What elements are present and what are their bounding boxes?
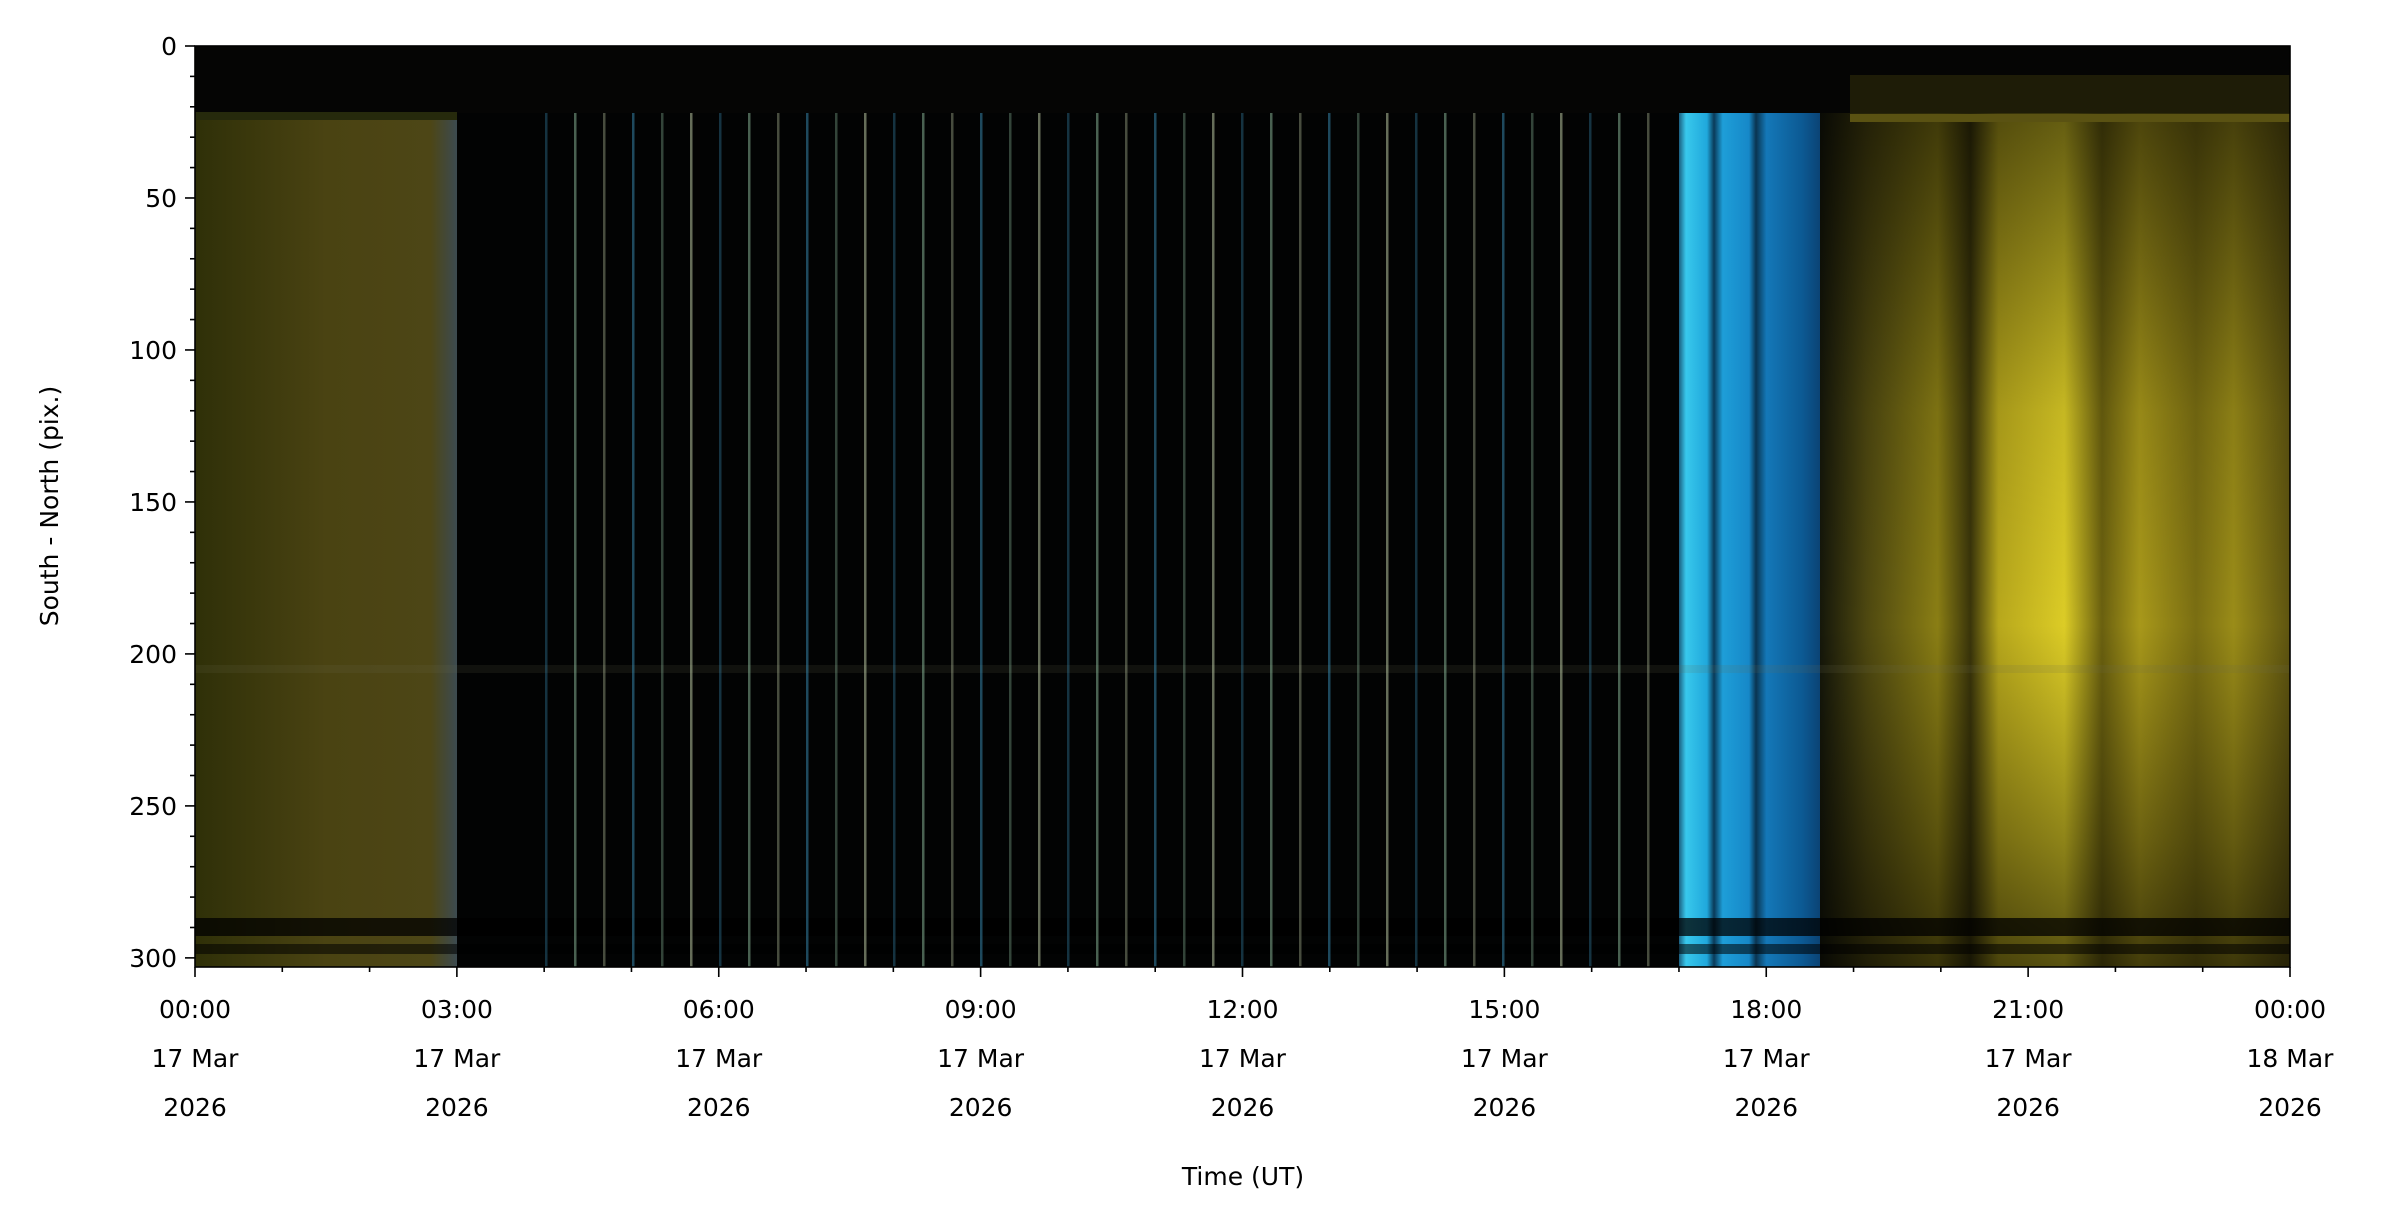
image-streak: [777, 113, 780, 967]
image-streak: [1009, 113, 1012, 967]
y-tick-label: 50: [145, 184, 177, 213]
x-tick-label-line: 17 Mar: [413, 1044, 501, 1073]
x-tick-label-line: 00:00: [2254, 995, 2326, 1024]
x-tick-label-line: 2026: [1996, 1093, 2060, 1122]
image-streak: [1125, 113, 1128, 967]
image-streak: [806, 113, 809, 967]
x-tick-label: 00:00 17 Mar 2026: [152, 995, 240, 1122]
image-streak: [545, 113, 548, 967]
image-streak: [1270, 113, 1273, 967]
x-tick-label-line: 2026: [163, 1093, 227, 1122]
x-tick-label-line: 18:00: [1730, 995, 1802, 1024]
image-streak: [748, 113, 751, 967]
y-tick-label: 150: [129, 488, 177, 517]
x-tick-label-line: 2026: [687, 1093, 751, 1122]
x-tick-label-line: 2026: [2258, 1093, 2322, 1122]
x-tick-label: 06:00 17 Mar 2026: [675, 995, 763, 1122]
x-tick-label-line: 17 Mar: [1199, 1044, 1287, 1073]
x-tick-label-line: 2026: [1734, 1093, 1798, 1122]
x-tick-label-line: 18 Mar: [2247, 1044, 2335, 1073]
x-tick-label-line: 2026: [1473, 1093, 1537, 1122]
image-streak: [1473, 113, 1476, 967]
x-tick-label-line: 2026: [949, 1093, 1013, 1122]
image-streak: [603, 113, 606, 967]
y-tick-label: 0: [161, 32, 177, 61]
image-streak: [1328, 113, 1331, 967]
image-streak: [922, 113, 925, 967]
x-tick-label-line: 17 Mar: [1985, 1044, 2073, 1073]
image-streak: [1183, 113, 1186, 967]
x-tick-label: 09:00 17 Mar 2026: [937, 995, 1025, 1122]
image-streak: [835, 113, 838, 967]
image-streak: [574, 113, 577, 967]
x-tick-label-line: 17 Mar: [152, 1044, 240, 1073]
x-tick-label-line: 17 Mar: [675, 1044, 763, 1073]
image-streak: [719, 113, 722, 967]
y-tick-label: 200: [129, 640, 177, 669]
image-streak: [1299, 113, 1302, 967]
x-tick-label-line: 12:00: [1206, 995, 1278, 1024]
image-streak: [1502, 113, 1505, 967]
image-streak: [1415, 113, 1418, 967]
y-tick-label: 100: [129, 336, 177, 365]
x-tick-label-line: 00:00: [159, 995, 231, 1024]
x-tick-label-line: 17 Mar: [1461, 1044, 1549, 1073]
x-tick-label-line: 03:00: [421, 995, 493, 1024]
image-streak: [1560, 113, 1563, 967]
x-tick-label-line: 2026: [1211, 1093, 1275, 1122]
y-tick-label: 250: [129, 792, 177, 821]
image-streak: [1067, 113, 1070, 967]
image-streak: [1241, 113, 1244, 967]
x-tick-label-line: 21:00: [1992, 995, 2064, 1024]
image-streak: [1618, 113, 1621, 967]
x-tick-label-line: 06:00: [683, 995, 755, 1024]
x-tick-label: 03:00 17 Mar 2026: [413, 995, 501, 1122]
x-axis-label: Time (UT): [1181, 1162, 1304, 1191]
image-streak: [1386, 113, 1389, 967]
x-tick-label: 00:00 18 Mar 2026: [2247, 995, 2335, 1122]
image-streak: [980, 113, 983, 967]
image-streak: [1096, 113, 1099, 967]
image-streak: [1154, 113, 1157, 967]
image-streak: [951, 113, 954, 967]
image-streak: [1444, 113, 1447, 967]
keogram-image: [195, 46, 2290, 967]
image-streak: [893, 113, 896, 967]
x-tick-label: 15:00 17 Mar 2026: [1461, 995, 1549, 1122]
y-axis-label: South - North (pix.): [35, 386, 64, 627]
image-streak: [661, 113, 664, 967]
image-streak: [1589, 113, 1592, 967]
x-tick-label-line: 17 Mar: [937, 1044, 1025, 1073]
image-streak: [632, 113, 635, 967]
image-streak: [1038, 113, 1041, 967]
image-streak: [1212, 113, 1215, 967]
x-tick-label-line: 2026: [425, 1093, 489, 1122]
image-streak: [1647, 113, 1650, 967]
x-tick-label: 18:00 17 Mar 2026: [1723, 995, 1811, 1122]
x-tick-label-line: 09:00: [945, 995, 1017, 1024]
x-tick-label: 21:00 17 Mar 2026: [1985, 995, 2073, 1122]
x-tick-label-line: 17 Mar: [1723, 1044, 1811, 1073]
x-tick-label: 12:00 17 Mar 2026: [1199, 995, 1287, 1122]
image-streak: [864, 113, 867, 967]
x-tick-label-line: 15:00: [1468, 995, 1540, 1024]
plot-frame: [194, 45, 2291, 968]
image-streak: [1357, 113, 1360, 967]
image-streak: [690, 113, 693, 967]
y-tick-label: 300: [129, 944, 177, 973]
image-streak: [1531, 113, 1534, 967]
